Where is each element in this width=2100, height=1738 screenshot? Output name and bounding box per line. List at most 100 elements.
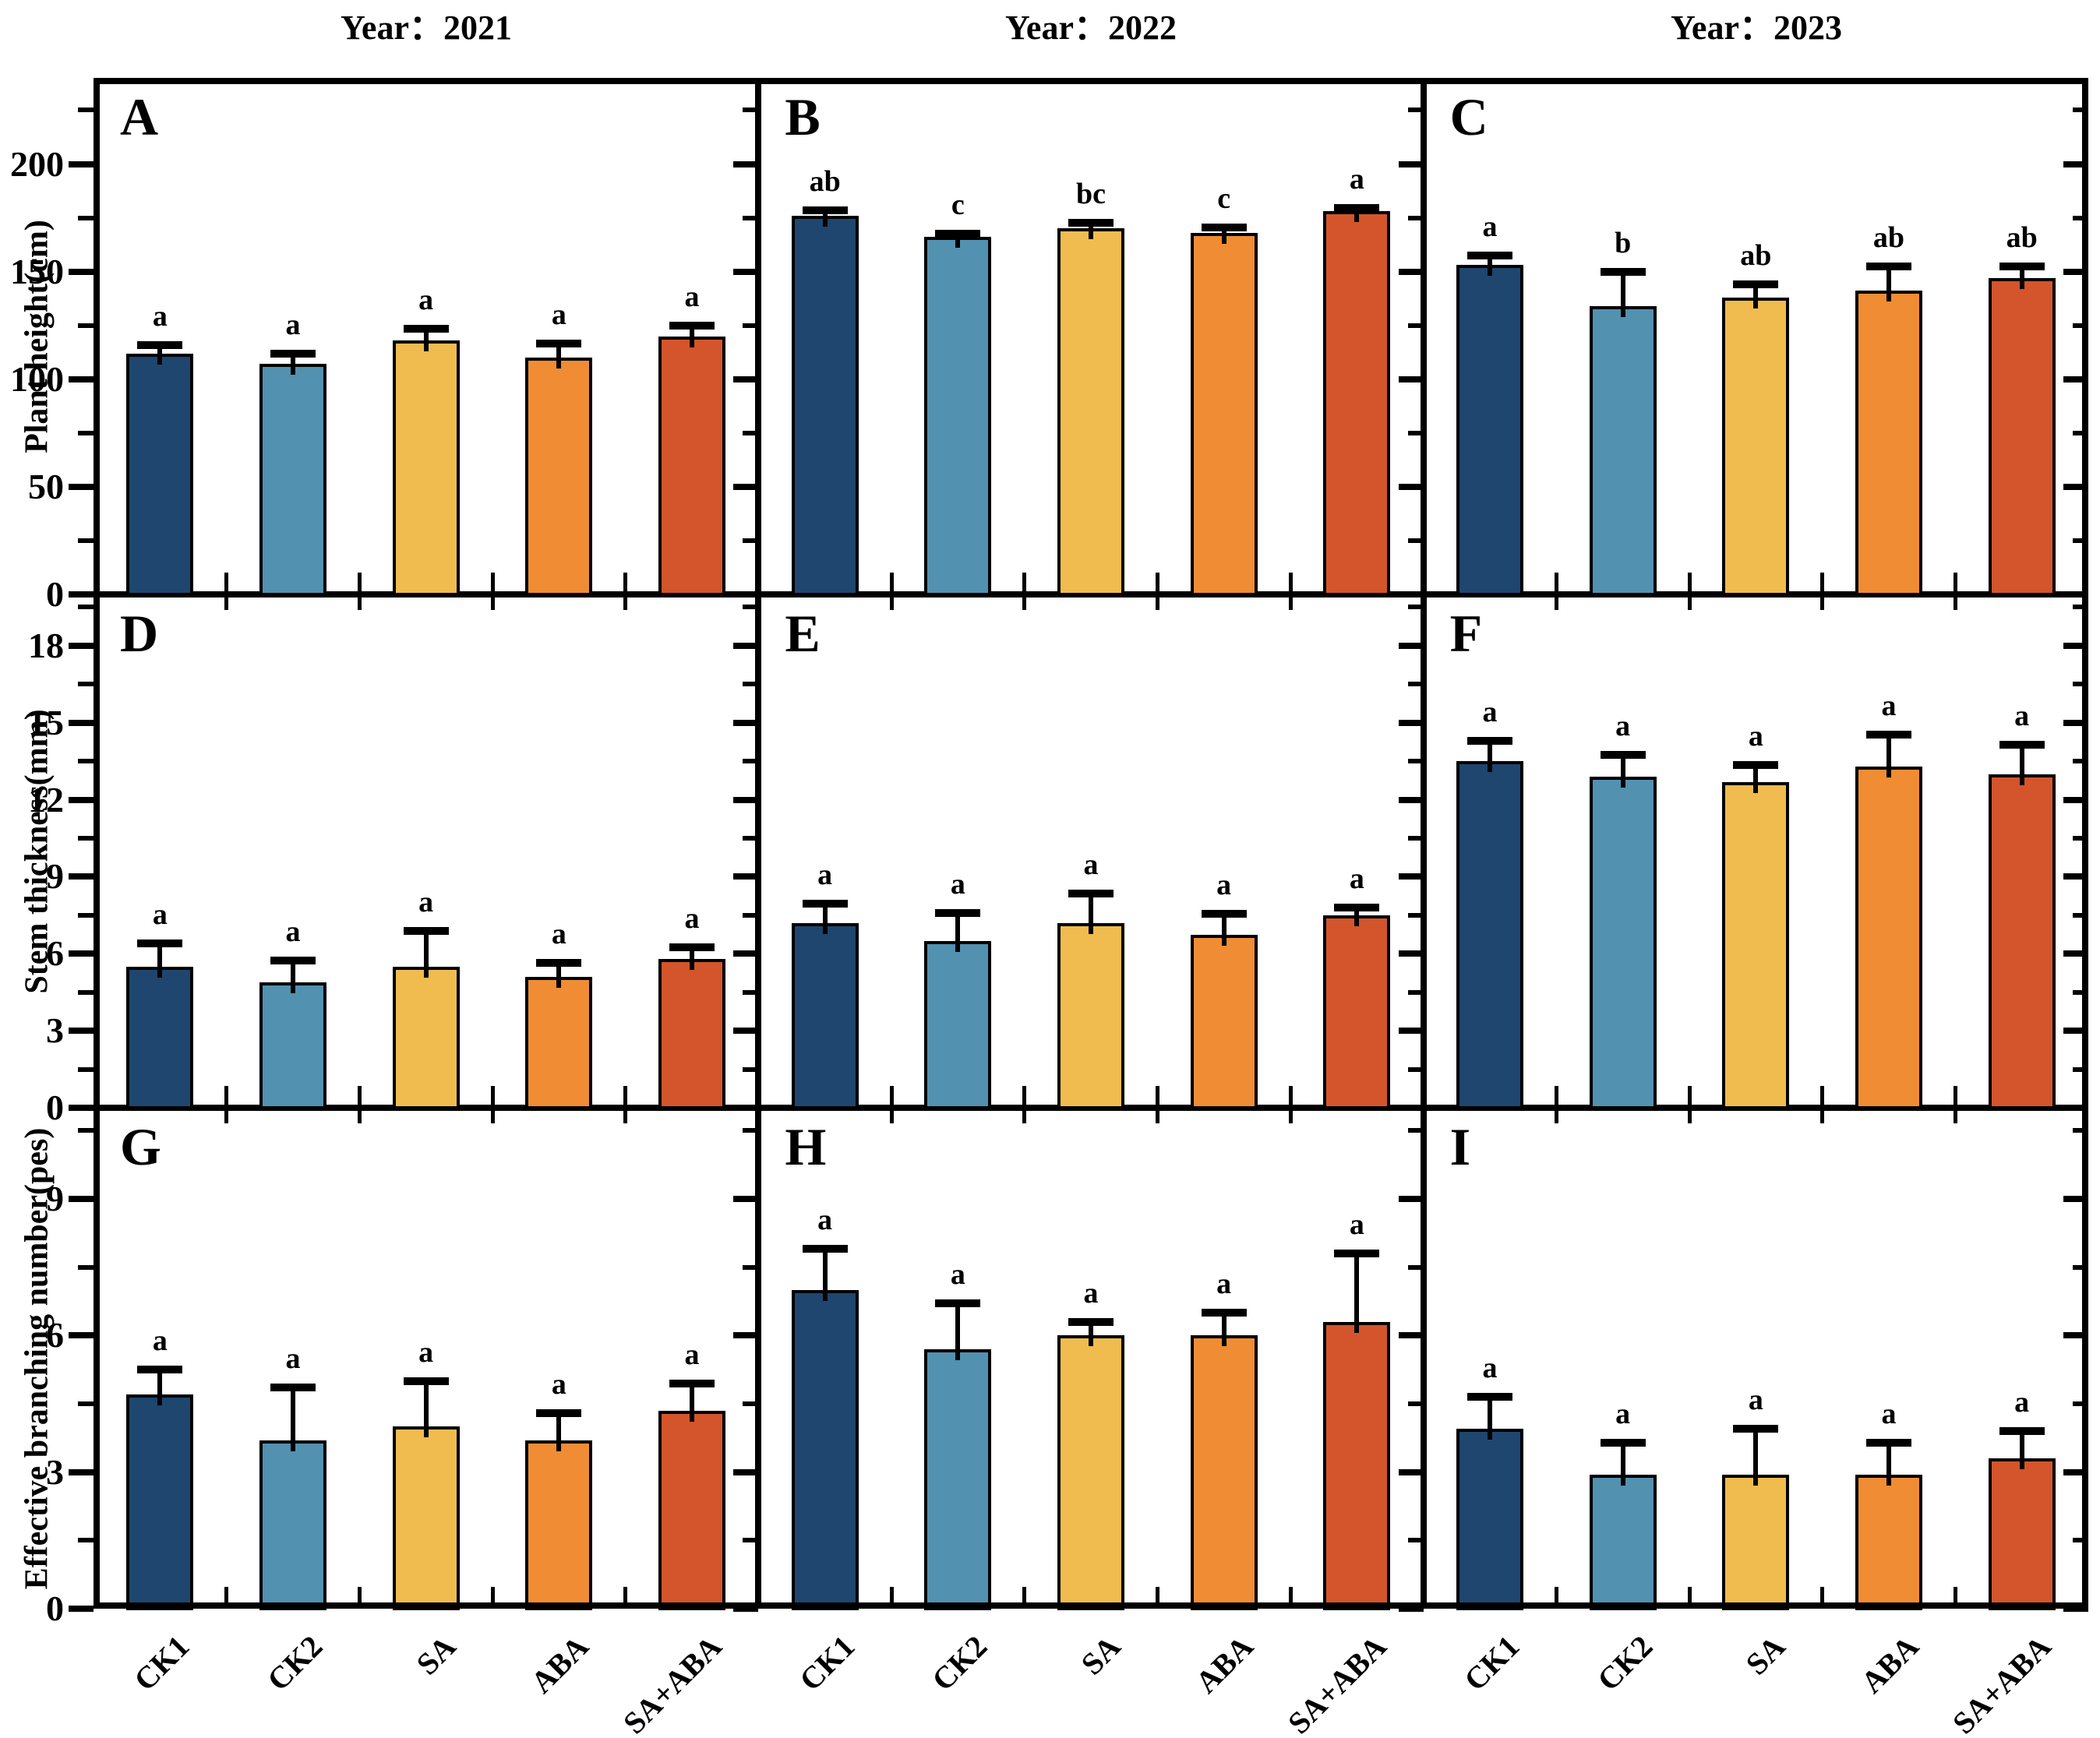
bar-CK1 [791, 922, 859, 1109]
y-minor-tick [78, 682, 94, 687]
bar-SA [392, 340, 460, 596]
error-bar-cap [270, 956, 316, 964]
x-tick-label-SA: SA [1738, 1628, 1792, 1682]
error-bar-cap [1068, 889, 1114, 897]
error-bar-stem [1620, 271, 1625, 317]
bar-ABA [1190, 934, 1258, 1109]
y-minor-tick [1407, 682, 1424, 687]
y-major-tick [69, 160, 94, 167]
x-category-tick [224, 1108, 229, 1123]
error-bar-stem [1354, 907, 1360, 926]
x-category-tick [1554, 1086, 1558, 1108]
error-bar-cap [1467, 251, 1512, 259]
y-minor-tick [78, 215, 94, 220]
y-minor-tick [743, 538, 759, 543]
x-category-tick [1022, 594, 1027, 610]
y-minor-tick [78, 989, 94, 995]
x-tick-label-SA+ABA: SA+ABA [1280, 1628, 1393, 1738]
y-minor-tick [1407, 836, 1424, 841]
x-tick-label-CK2: CK2 [925, 1628, 994, 1697]
y-minor-tick [78, 538, 94, 543]
bar-SA [1057, 228, 1124, 596]
error-bar-cap [536, 1408, 582, 1417]
y-minor-tick [743, 1128, 759, 1133]
x-category-tick [1953, 594, 1957, 610]
bar-CK1 [1456, 761, 1523, 1109]
y-minor-tick [1407, 759, 1424, 764]
error-bar-stem [822, 904, 828, 934]
significance-letter: a [285, 1342, 301, 1376]
error-bar-stem [1354, 208, 1360, 223]
bar-CK1 [126, 353, 194, 596]
x-category-tick [490, 594, 495, 610]
y-tick-label: 9 [46, 1178, 64, 1218]
x-category-tick [1288, 594, 1293, 610]
y-major-tick [733, 1332, 759, 1339]
panel-letter-B: B [785, 87, 821, 146]
y-major-tick [1398, 642, 1424, 649]
x-tick-label-CK2: CK2 [1590, 1628, 1660, 1697]
y-major-tick [2063, 375, 2088, 383]
y-minor-tick [743, 682, 759, 687]
significance-letter: a [1349, 163, 1364, 196]
significance-letter: a [1482, 210, 1498, 243]
x-category-tick [357, 1587, 362, 1609]
x-category-tick [1554, 1587, 1558, 1609]
y-minor-tick [2073, 989, 2088, 995]
y-minor-tick [2073, 1066, 2088, 1072]
significance-letter: a [1748, 720, 1763, 753]
error-bar-cap [1999, 740, 2045, 749]
y-minor-tick [2073, 538, 2088, 543]
y-major-tick [69, 268, 94, 275]
significance-letter: c [1217, 182, 1231, 215]
y-major-tick [1398, 796, 1424, 803]
x-category-tick [1155, 1587, 1159, 1609]
error-bar-cap [137, 1366, 183, 1374]
y-major-tick [69, 1606, 94, 1612]
y-minor-tick [2073, 430, 2088, 435]
significance-letter: a [1482, 695, 1498, 728]
bar-ABA [525, 358, 593, 596]
error-bar-stem [1620, 1442, 1625, 1486]
y-minor-tick [78, 108, 94, 113]
error-bar-cap [1733, 280, 1779, 289]
y-tick-label: 9 [46, 856, 64, 897]
x-category-tick [1953, 1587, 1957, 1609]
x-category-tick [889, 573, 894, 594]
y-minor-tick [2073, 759, 2088, 764]
bar-SA+ABA [1988, 277, 2056, 596]
x-category-tick [623, 1108, 628, 1123]
significance-letter: a [2014, 699, 2030, 732]
significance-letter: a [2014, 1386, 2030, 1419]
error-bar-cap [403, 926, 449, 935]
y-minor-tick [1407, 1401, 1424, 1406]
y-tick-label: 100 [10, 358, 64, 399]
y-major-tick [69, 796, 94, 803]
y-tick-label: 0 [46, 1088, 64, 1127]
bar-CK2 [259, 1440, 326, 1610]
y-minor-tick [1407, 989, 1424, 995]
y-minor-tick [78, 1264, 94, 1270]
x-category-tick [1820, 1108, 1825, 1123]
bar-SA [1722, 781, 1790, 1109]
error-bar-stem [556, 344, 562, 369]
x-category-tick [1953, 1086, 1957, 1108]
y-minor-tick [1407, 912, 1424, 918]
y-major-tick [1398, 1606, 1424, 1612]
significance-letter: a [1881, 689, 1897, 722]
y-major-tick [733, 1195, 759, 1202]
significance-letter: a [950, 1258, 965, 1292]
panel-letter-F: F [1449, 604, 1483, 663]
y-major-tick [1398, 483, 1424, 490]
x-tick-label-CK1: CK1 [127, 1628, 196, 1697]
bar-CK2 [1589, 776, 1657, 1109]
y-major-tick [2063, 642, 2088, 649]
significance-letter: a [418, 283, 434, 316]
y-minor-tick [743, 1066, 759, 1072]
significance-letter: a [684, 280, 700, 313]
bar-CK2 [924, 237, 992, 596]
significance-letter: a [1748, 1384, 1763, 1417]
bar-CK2 [924, 1348, 992, 1610]
y-minor-tick [78, 1401, 94, 1406]
